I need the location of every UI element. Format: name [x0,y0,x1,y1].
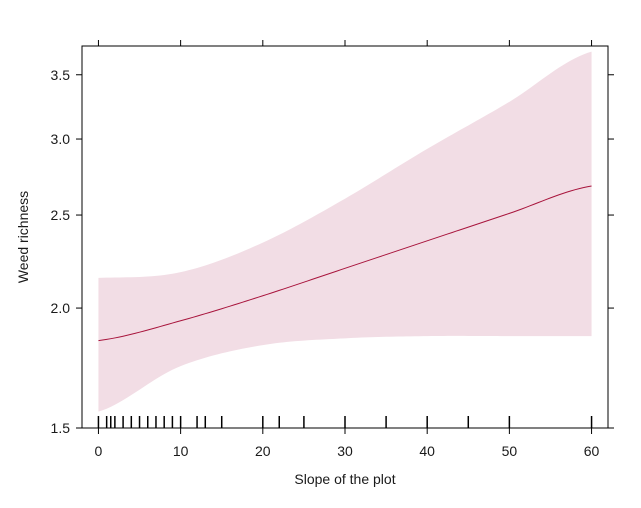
fitted-line [98,185,592,342]
rug-marks [97,416,593,428]
x-tick-label: 50 [502,443,518,459]
x-tick-label: 20 [255,443,271,459]
x-axis-label: Slope of the plot [294,471,395,487]
x-tick-label: 60 [584,443,600,459]
y-tick-label: 1.5 [51,420,71,436]
x-axis: 0 10 20 30 40 50 60 [95,40,600,459]
x-tick-label: 0 [95,443,103,459]
confidence-band [98,51,592,412]
y-axis: 1.5 2.0 2.5 3.0 3.5 [51,67,614,436]
x-tick-label: 30 [337,443,353,459]
y-tick-label: 2.0 [51,300,71,316]
y-axis-label: Weed richness [15,191,31,283]
x-tick-label: 40 [419,443,435,459]
x-tick-label: 10 [173,443,189,459]
y-tick-label: 2.5 [51,207,71,223]
y-tick-label: 3.0 [51,131,71,147]
y-tick-label: 3.5 [51,67,71,83]
